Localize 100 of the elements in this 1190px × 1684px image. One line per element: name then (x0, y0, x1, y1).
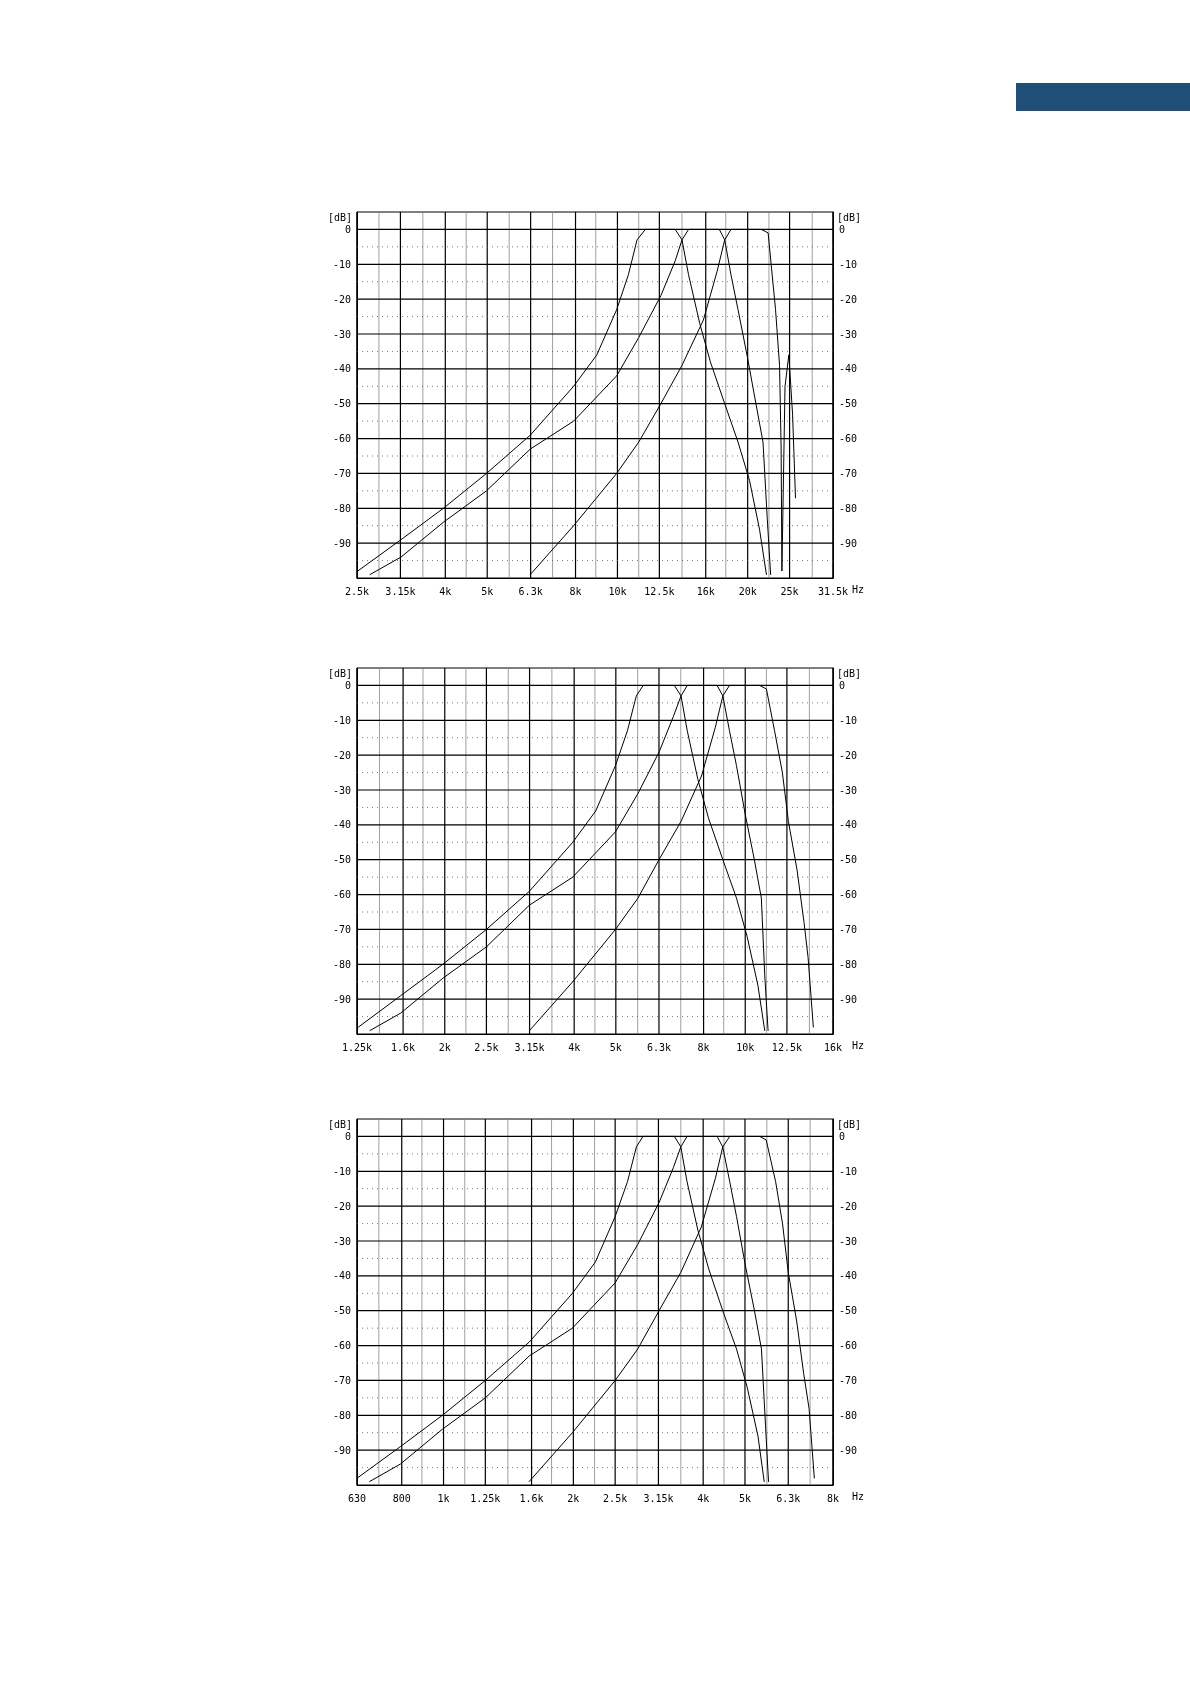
y-axis-title: [dB] (327, 667, 352, 679)
y-tick-label: -20 (332, 749, 351, 761)
x-tick-label: 5k (481, 585, 494, 597)
x-axis-title: Hz (852, 1490, 865, 1502)
y-tick-label: -30 (332, 1235, 351, 1247)
y2-tick-label: -70 (839, 467, 858, 479)
y2-tick-label: -50 (839, 854, 858, 866)
x-tick-label: 16k (696, 585, 715, 597)
x-tick-label: 12.5k (644, 585, 675, 597)
x-tick-label: 3.15k (643, 1492, 674, 1504)
x-tick-label: 2.5k (474, 1041, 499, 1053)
y2-tick-label: 0 (839, 1130, 846, 1142)
x-tick-label: 6.3k (518, 585, 543, 597)
y-tick-label: -60 (332, 889, 351, 901)
y2-tick-label: 0 (839, 679, 846, 691)
x-axis-title: Hz (852, 583, 865, 595)
x-tick-label: 2k (567, 1492, 580, 1504)
y-tick-label: -60 (332, 433, 351, 445)
y-tick-label: 0 (344, 223, 351, 235)
y-tick-label: -60 (332, 1340, 351, 1352)
y2-tick-label: -60 (839, 1340, 858, 1352)
x-tick-label: 8k (569, 585, 582, 597)
y2-tick-label: -20 (839, 293, 858, 305)
y2-tick-label: -20 (839, 1200, 858, 1212)
y2-tick-label: -90 (839, 537, 858, 549)
y-tick-label: -80 (332, 1409, 351, 1421)
y-tick-label: 0 (344, 679, 351, 691)
y2-tick-label: -30 (839, 784, 858, 796)
y2-tick-label: -80 (839, 1409, 858, 1421)
y2-tick-label: -40 (839, 363, 858, 375)
x-tick-label: 2.5k (603, 1492, 628, 1504)
y2-axis-title: [dB] (837, 667, 862, 679)
x-tick-label: 8k (826, 1492, 840, 1504)
y2-tick-label: -30 (839, 1235, 858, 1247)
y2-tick-label: -80 (839, 502, 858, 514)
y2-axis-title: [dB] (837, 1118, 862, 1130)
y-tick-label: -40 (332, 363, 351, 375)
y-tick-label: -90 (332, 993, 351, 1005)
y2-tick-label: -60 (839, 889, 858, 901)
y2-tick-label: -20 (839, 749, 858, 761)
y-tick-label: -70 (332, 467, 351, 479)
y-tick-label: -40 (332, 1270, 351, 1282)
y2-tick-label: -40 (839, 1270, 858, 1282)
y2-axis-title: [dB] (837, 211, 862, 223)
y-tick-label: -70 (332, 1374, 351, 1386)
x-tick-label: 8k (697, 1041, 710, 1053)
y2-tick-label: -10 (839, 258, 858, 270)
x-tick-label: 5k (609, 1041, 622, 1053)
x-tick-label: 1.25k (470, 1492, 501, 1504)
y-axis-title: [dB] (327, 211, 352, 223)
x-tick-label: 6.3k (776, 1492, 801, 1504)
y2-tick-label: -10 (839, 714, 858, 726)
y-tick-label: -50 (332, 1305, 351, 1317)
x-tick-label: 3.15k (385, 585, 416, 597)
x-tick-label: 3.15k (514, 1041, 545, 1053)
y-tick-label: -90 (332, 537, 351, 549)
y-axis-title: [dB] (327, 1118, 352, 1130)
x-axis-title: Hz (852, 1039, 865, 1051)
x-tick-label: 1.6k (519, 1492, 544, 1504)
y-tick-label: -70 (332, 923, 351, 935)
y2-tick-label: -70 (839, 923, 858, 935)
y-tick-label: -20 (332, 293, 351, 305)
y-tick-label: -90 (332, 1444, 351, 1456)
y-tick-label: -50 (332, 854, 351, 866)
x-tick-label: 10k (608, 585, 627, 597)
x-tick-label: 630 (347, 1492, 367, 1504)
x-tick-label: 800 (392, 1492, 411, 1504)
y-tick-label: -20 (332, 1200, 351, 1212)
y2-tick-label: -50 (839, 1305, 858, 1317)
y-tick-label: -30 (332, 784, 351, 796)
y2-tick-label: -30 (839, 328, 858, 340)
x-tick-label: 4k (697, 1492, 710, 1504)
y2-tick-label: -50 (839, 398, 858, 410)
y-tick-label: -10 (332, 714, 351, 726)
x-tick-label: 20k (738, 585, 757, 597)
y2-tick-label: -10 (839, 1165, 858, 1177)
y-tick-label: -30 (332, 328, 351, 340)
y2-tick-label: -90 (839, 1444, 858, 1456)
y2-tick-label: -90 (839, 993, 858, 1005)
x-tick-label: 1.6k (391, 1041, 416, 1053)
y-tick-label: -40 (332, 819, 351, 831)
x-tick-label: 31.5k (817, 585, 849, 597)
x-tick-label: 6.3k (646, 1041, 672, 1053)
x-tick-label: 12.5k (771, 1041, 802, 1053)
x-tick-label: 1k (437, 1492, 450, 1504)
x-tick-label: 1.25k (341, 1041, 373, 1053)
y-tick-label: -10 (332, 1165, 351, 1177)
x-tick-label: 5k (738, 1492, 751, 1504)
y-tick-label: -80 (332, 502, 351, 514)
y2-tick-label: -40 (839, 819, 858, 831)
x-tick-label: 2.5k (344, 585, 370, 597)
y2-tick-label: 0 (839, 223, 846, 235)
y-tick-label: -10 (332, 258, 351, 270)
y-tick-label: 0 (344, 1130, 351, 1142)
y-tick-label: -50 (332, 398, 351, 410)
x-tick-label: 2k (438, 1041, 451, 1053)
x-tick-label: 16k (823, 1041, 843, 1053)
x-tick-label: 10k (736, 1041, 755, 1053)
y-tick-label: -80 (332, 958, 351, 970)
y2-tick-label: -70 (839, 1374, 858, 1386)
